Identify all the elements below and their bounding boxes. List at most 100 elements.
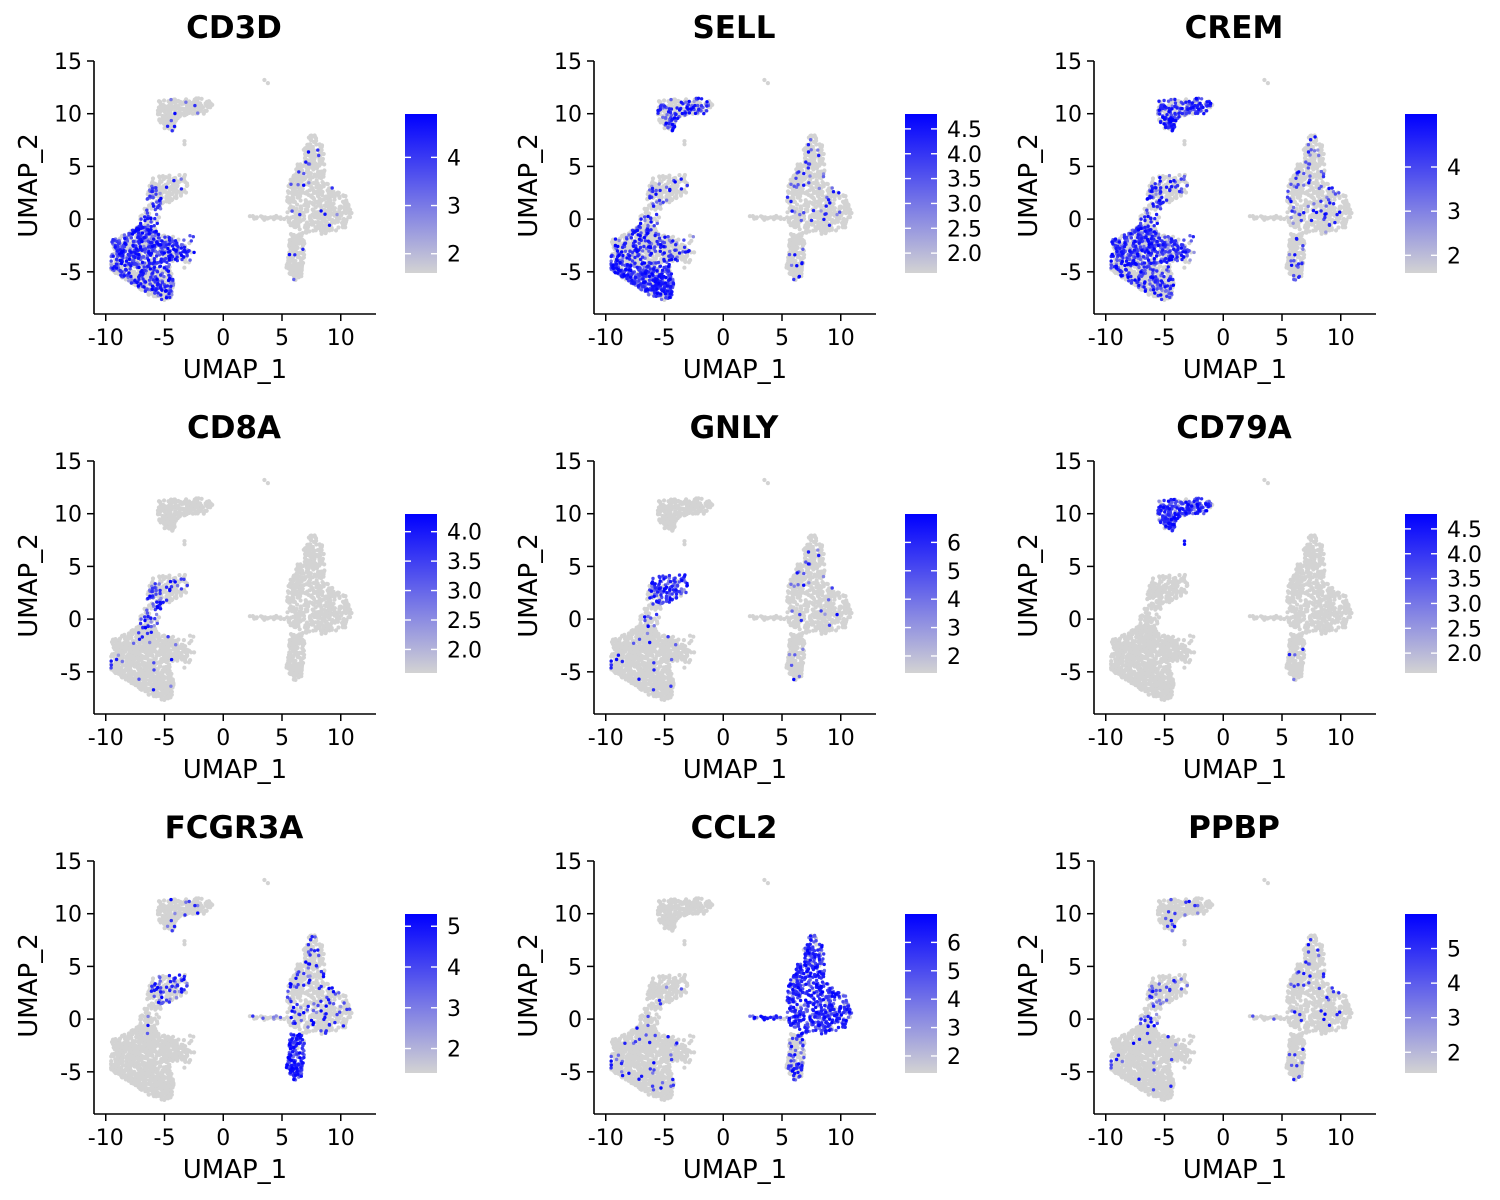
cell-point (305, 222, 310, 227)
cell-point (643, 215, 647, 219)
cell-point (658, 104, 663, 109)
cell-point (679, 257, 685, 262)
cell-point (687, 249, 691, 253)
x-tick-label: 0 (716, 326, 730, 351)
cell-point (158, 99, 163, 104)
cell-point (143, 239, 148, 243)
cell-point (621, 256, 625, 260)
cell-point (164, 296, 169, 300)
cell-point (643, 271, 648, 275)
x-tick-label: -10 (88, 326, 124, 351)
cell-point (637, 278, 641, 283)
cell-point (808, 174, 812, 178)
cell-point (663, 116, 668, 120)
colorbar-tick-label: 4.5 (947, 118, 982, 143)
cell-point (630, 259, 635, 263)
cell-point (838, 210, 842, 214)
cell-point (1183, 190, 1189, 195)
cell-point (298, 198, 303, 203)
cell-point (291, 174, 296, 179)
cell-point (816, 148, 820, 152)
cell-point (323, 212, 327, 216)
cell-point (650, 284, 655, 288)
cell-point (344, 211, 349, 216)
cell-point (156, 236, 161, 240)
cell-point (639, 217, 643, 221)
cell-point (646, 288, 650, 292)
cell-point (680, 111, 684, 116)
cell-point (143, 280, 148, 284)
cell-point (808, 184, 814, 189)
y-tick-label: -5 (560, 261, 582, 286)
colorbar (405, 114, 437, 273)
cell-point (182, 245, 187, 249)
cell-point (650, 176, 656, 181)
cell-point (615, 249, 620, 253)
cell-point (789, 263, 794, 267)
cell-point (658, 202, 663, 206)
cell-point (789, 222, 794, 227)
x-tick-label: 5 (775, 326, 789, 351)
cell-point (705, 100, 709, 104)
cell-point (658, 245, 663, 249)
cell-point (637, 224, 641, 228)
cell-point (142, 244, 146, 249)
cell-point (669, 272, 674, 276)
cell-point (343, 220, 348, 225)
cell-point (143, 250, 147, 254)
cell-point (147, 251, 152, 256)
cell-point (148, 282, 152, 286)
cell-point (167, 238, 172, 242)
cell-point (664, 275, 668, 280)
cell-point (666, 264, 671, 269)
cell-point (149, 275, 153, 279)
cell-point (801, 213, 807, 218)
cell-point (806, 150, 811, 154)
cell-point (625, 263, 630, 267)
cell-point (156, 183, 161, 188)
cell-point (826, 198, 831, 202)
cell-point (177, 107, 182, 113)
cell-point (123, 263, 127, 268)
cell-point (649, 216, 653, 220)
cell-point (160, 239, 164, 243)
cell-point (661, 115, 665, 120)
cell-point (153, 216, 157, 221)
cell-point (822, 217, 826, 222)
cell-point (139, 282, 143, 286)
cell-point (162, 241, 167, 245)
cell-point (292, 259, 297, 264)
cell-point (291, 196, 296, 201)
cell-point (184, 110, 189, 115)
cell-point (647, 278, 652, 282)
x-tick-label: 10 (827, 326, 855, 351)
cell-point (795, 264, 799, 268)
cell-point (674, 250, 679, 256)
cell-point (849, 210, 854, 216)
cell-point (156, 282, 160, 286)
cell-point (667, 254, 671, 258)
feature-plot-cd3d: CD3D -10 -5 0 5 10 -5 0 5 10 15 UMAP_1 UMAP_2 2 3 4 (0, 0, 500, 400)
cell-point (337, 194, 342, 199)
cell-point (306, 162, 311, 166)
cell-point (786, 218, 791, 223)
cell-point (663, 292, 668, 296)
cell-point (311, 201, 316, 206)
cell-point (137, 253, 141, 257)
cell-point (641, 277, 645, 281)
cell-point (162, 266, 167, 270)
cell-point (682, 245, 687, 249)
cell-point (136, 284, 140, 288)
cell-point (300, 237, 305, 242)
cell-point (315, 191, 320, 196)
cell-point (164, 185, 169, 189)
cell-point (672, 195, 677, 200)
cell-point (674, 119, 678, 123)
cell-point (157, 253, 162, 257)
feature-plot-crem: CREM -10 -5 0 5 10 -5 0 5 10 15 UMAP_1 UMAP_2 2 3 4 (1000, 0, 1500, 400)
cell-point (310, 164, 315, 169)
cell-point (315, 225, 320, 231)
cell-point (645, 206, 650, 211)
cell-point (648, 188, 652, 192)
cell-point (652, 224, 656, 228)
